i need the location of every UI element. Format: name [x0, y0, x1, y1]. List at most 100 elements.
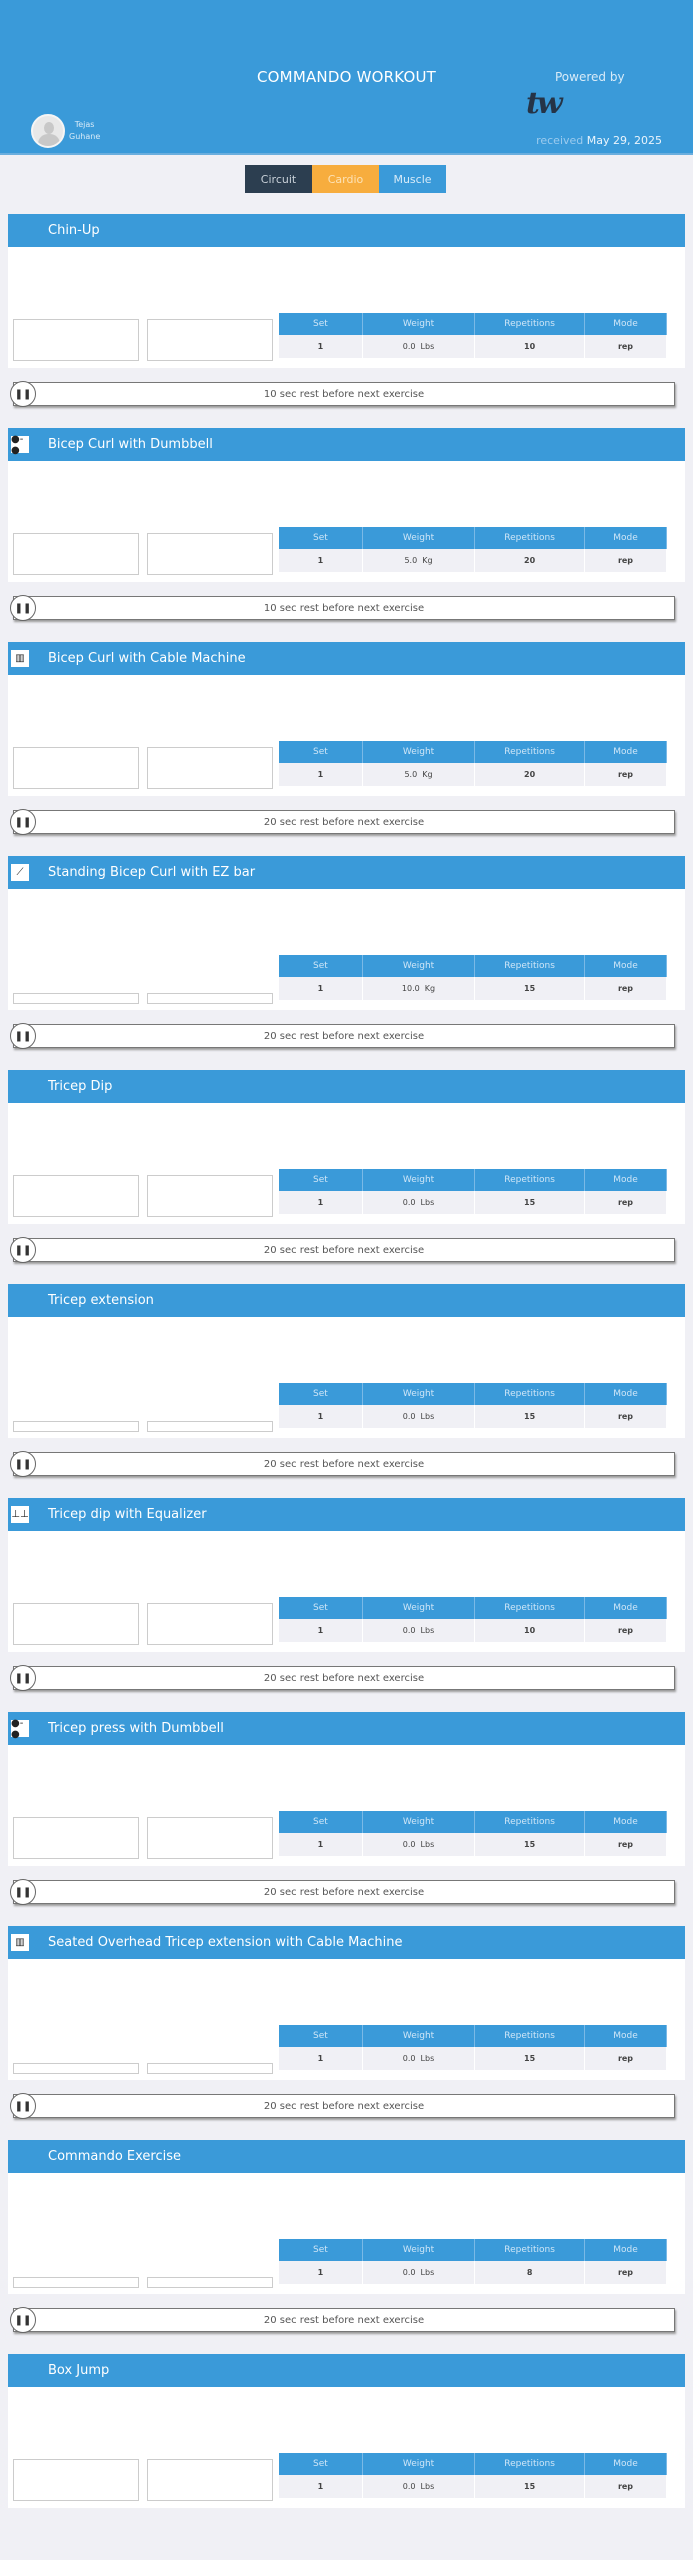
exercise-header[interactable]: ⟋ Standing Bicep Curl with EZ bar	[8, 856, 685, 889]
exercise-image	[147, 1817, 273, 1859]
column-header: Set	[279, 313, 363, 335]
pause-icon[interactable]: ❚❚	[10, 809, 36, 835]
table-row: 1 0.0 Lbs 15 rep	[279, 1191, 668, 1214]
column-header: Mode	[584, 2453, 668, 2475]
sets-table: Set Weight Repetitions Mode 1 10.0 Kg 15 re…	[279, 955, 668, 1000]
exercise-header[interactable]: ⊥⊥ Tricep dip with Equalizer	[8, 1498, 685, 1531]
rest-timer: ❚❚ 20 sec rest before next exercise	[10, 1665, 675, 1691]
column-header: Repetitions	[474, 313, 585, 335]
mode-cell: rep	[584, 2475, 668, 2498]
column-header: Weight	[362, 1383, 476, 1405]
exercise-header[interactable]: Commando Exercise	[8, 2140, 685, 2173]
exercise-header[interactable]: Chin-Up	[8, 214, 685, 247]
table-row: 1 0.0 Lbs 15 rep	[279, 1405, 668, 1428]
column-header: Weight	[362, 2025, 476, 2047]
mode-cell: rep	[584, 2261, 668, 2284]
table-row: 1 0.0 Lbs 10 rep	[279, 335, 668, 358]
exercise-image	[13, 1603, 139, 1645]
powered-by-label: Powered by	[555, 70, 625, 84]
dumbbell-icon: ●-●	[11, 1718, 29, 1740]
exercise-name: Tricep press with Dumbbell	[48, 1721, 224, 1736]
exercise-header[interactable]: ▥ Seated Overhead Tricep extension with …	[8, 1926, 685, 1959]
pause-icon[interactable]: ❚❚	[10, 595, 36, 621]
exercise-header[interactable]: ▥ Bicep Curl with Cable Machine	[8, 642, 685, 675]
exercise-card: ▥ Seated Overhead Tricep extension with …	[8, 1926, 685, 2080]
rest-label: 20 sec rest before next exercise	[263, 2100, 425, 2112]
sets-table: Set Weight Repetitions Mode 1 5.0 Kg 20 rep	[279, 741, 668, 786]
exercise-image	[13, 747, 139, 789]
weight-cell: 0.0 Lbs	[362, 2475, 476, 2498]
weight-cell: 0.0 Lbs	[362, 1833, 476, 1856]
exercise-header[interactable]: Box Jump	[8, 2354, 685, 2387]
exercise-name: Commando Exercise	[48, 2149, 181, 2164]
received-label: received	[536, 134, 584, 147]
exercise-name: Bicep Curl with Dumbbell	[48, 437, 213, 452]
tab-cardio[interactable]: Cardio	[312, 165, 379, 193]
set-cell: 1	[279, 2261, 363, 2284]
pause-icon[interactable]: ❚❚	[10, 1023, 36, 1049]
reps-cell: 15	[474, 1405, 585, 1428]
sets-table: Set Weight Repetitions Mode 1 0.0 Lbs 15 re…	[279, 2025, 668, 2070]
table-row: 1 10.0 Kg 15 rep	[279, 977, 668, 1000]
exercise-image	[147, 319, 273, 361]
exercise-header[interactable]: ●-● Tricep press with Dumbbell	[8, 1712, 685, 1745]
column-header: Repetitions	[474, 1811, 585, 1833]
pause-icon[interactable]: ❚❚	[10, 2093, 36, 2119]
rest-label: 20 sec rest before next exercise	[263, 816, 425, 828]
weight-cell: 10.0 Kg	[362, 977, 476, 1000]
column-header: Repetitions	[474, 2239, 585, 2261]
exercise-header[interactable]: Tricep extension	[8, 1284, 685, 1317]
sets-table: Set Weight Repetitions Mode 1 0.0 Lbs 15 re…	[279, 1169, 668, 1214]
rest-label: 20 sec rest before next exercise	[263, 1244, 425, 1256]
table-row: 1 0.0 Lbs 15 rep	[279, 1833, 668, 1856]
column-header: Mode	[584, 955, 668, 977]
pause-icon[interactable]: ❚❚	[10, 2307, 36, 2333]
reps-cell: 15	[474, 2047, 585, 2070]
exercise-image	[147, 1603, 273, 1645]
reps-cell: 8	[474, 2261, 585, 2284]
mode-cell: rep	[584, 2047, 668, 2070]
tw-logo: tw	[526, 86, 563, 121]
exercise-card: ▥ Bicep Curl with Cable Machine Set Weigh…	[8, 642, 685, 796]
tab-circuit[interactable]: Circuit	[245, 165, 312, 193]
rest-timer: ❚❚ 10 sec rest before next exercise	[10, 595, 675, 621]
pause-icon[interactable]: ❚❚	[10, 1237, 36, 1263]
rest-timer: ❚❚ 20 sec rest before next exercise	[10, 1879, 675, 1905]
tab-muscle[interactable]: Muscle	[379, 165, 446, 193]
exercise-header[interactable]: Tricep Dip	[8, 1070, 685, 1103]
exercise-image	[13, 2063, 139, 2074]
exercise-header[interactable]: ●-● Bicep Curl with Dumbbell	[8, 428, 685, 461]
column-header: Set	[279, 2239, 363, 2261]
pause-icon[interactable]: ❚❚	[10, 1665, 36, 1691]
column-header: Mode	[584, 527, 668, 549]
weight-cell: 0.0 Lbs	[362, 1619, 476, 1642]
rest-timer: ❚❚ 20 sec rest before next exercise	[10, 1023, 675, 1049]
column-header: Set	[279, 741, 363, 763]
pause-icon[interactable]: ❚❚	[10, 1879, 36, 1905]
mode-cell: rep	[584, 1191, 668, 1214]
pause-icon[interactable]: ❚❚	[10, 1451, 36, 1477]
mode-cell: rep	[584, 977, 668, 1000]
reps-cell: 15	[474, 1191, 585, 1214]
exercise-image	[13, 1817, 139, 1859]
exercise-name: Box Jump	[48, 2363, 110, 2378]
user-name: Tejas Guhane	[69, 119, 100, 143]
table-row: 1 0.0 Lbs 10 rep	[279, 1619, 668, 1642]
exercise-name: Bicep Curl with Cable Machine	[48, 651, 246, 666]
exercise-name: Tricep extension	[48, 1293, 154, 1308]
column-header: Weight	[362, 1597, 476, 1619]
mode-cell: rep	[584, 1405, 668, 1428]
rest-timer: ❚❚ 20 sec rest before next exercise	[10, 1451, 675, 1477]
column-header: Weight	[362, 2453, 476, 2475]
column-header: Set	[279, 1597, 363, 1619]
mode-cell: rep	[584, 1833, 668, 1856]
pause-icon[interactable]: ❚❚	[10, 381, 36, 407]
column-header: Weight	[362, 527, 476, 549]
column-header: Set	[279, 1811, 363, 1833]
exercise-image	[13, 1421, 139, 1432]
sets-table: Set Weight Repetitions Mode 1 0.0 Lbs 8 rep	[279, 2239, 668, 2284]
sets-table: Set Weight Repetitions Mode 1 0.0 Lbs 10 re…	[279, 1597, 668, 1642]
column-header: Weight	[362, 313, 476, 335]
set-cell: 1	[279, 335, 363, 358]
rest-label: 20 sec rest before next exercise	[263, 2314, 425, 2326]
